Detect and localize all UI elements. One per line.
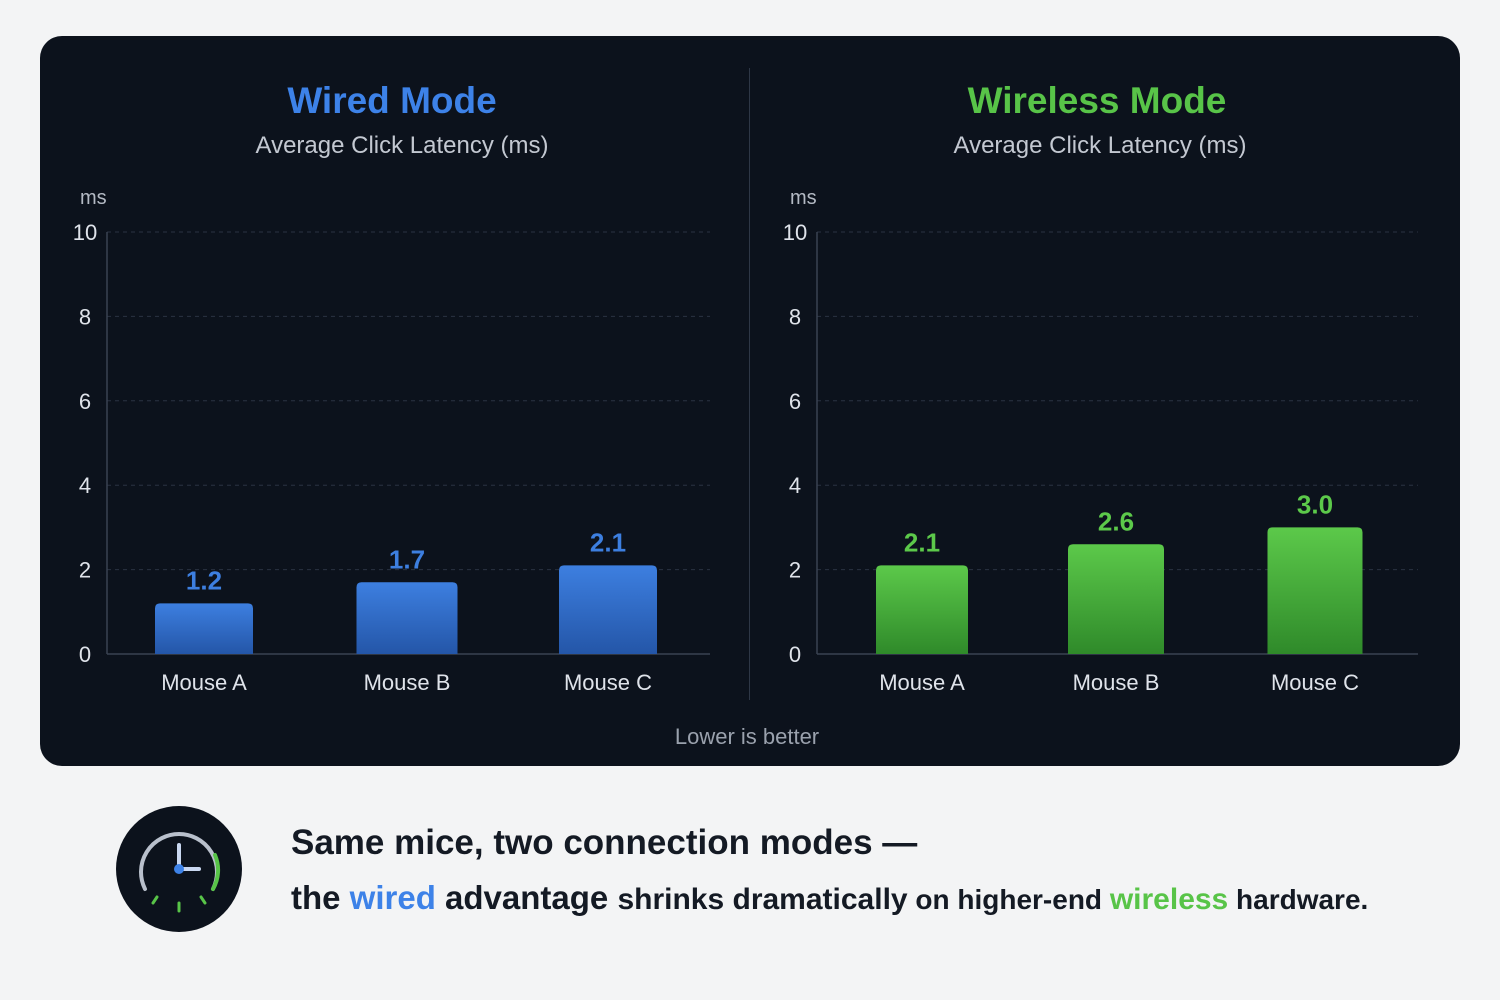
- wireless-bar: [876, 565, 968, 654]
- wired-y-axis-label: ms: [80, 187, 107, 209]
- wireless-bar: [1267, 527, 1363, 654]
- wireless-chart-title: Wireless Mode: [967, 80, 1227, 121]
- wireless-y-axis-label: ms: [790, 187, 817, 209]
- wired-x-tick-label: Mouse B: [364, 670, 451, 695]
- charts-canvas: ms 0 2 4 6 8 10 1.2 Mouse A 1.7 Mouse B 2.1 Mouse C m…: [73, 187, 1418, 695]
- wired-x-tick-label: Mouse C: [564, 670, 652, 695]
- wired-x-tick-label: Mouse A: [161, 670, 247, 695]
- wireless-x-tick-label: Mouse A: [879, 670, 965, 695]
- wired-bar: [559, 565, 657, 654]
- footnote: Lower is better: [674, 724, 820, 749]
- wireless-y-tick-label: 0: [789, 642, 801, 667]
- wired-y-tick-label: 0: [79, 642, 91, 667]
- summary-tagline: the wired advantage shrinks dramatically…: [291, 879, 1368, 917]
- summary-section: Same mice, two connection modes — the wi…: [115, 805, 1415, 945]
- wired-bar-value-label: 1.7: [389, 544, 425, 574]
- wireless-x-tick-label: Mouse B: [1073, 670, 1160, 695]
- wireless-bar: [1068, 544, 1164, 654]
- tagline-wired: wired: [349, 879, 436, 916]
- wired-bar: [356, 582, 458, 654]
- wired-bar-value-label: 1.2: [186, 565, 222, 595]
- wireless-x-tick-label: Mouse C: [1271, 670, 1359, 695]
- wired-y-tick-label: 4: [79, 473, 91, 498]
- stopwatch-icon: [116, 806, 242, 932]
- wired-y-tick-label: 10: [73, 220, 97, 245]
- wired-y-tick-label: 2: [79, 558, 91, 583]
- wired-y-tick-label: 8: [79, 304, 91, 329]
- wireless-y-tick-label: 10: [783, 220, 807, 245]
- tagline-part-4: on higher-end: [907, 884, 1110, 915]
- tagline-part-5: hardware.: [1228, 884, 1369, 915]
- wireless-y-tick-label: 6: [789, 389, 801, 414]
- tagline-part-3: shrinks dramatically: [617, 883, 908, 916]
- wired-bar: [155, 603, 253, 654]
- wired-bar-value-label: 2.1: [590, 527, 626, 557]
- wireless-y-tick-label: 8: [789, 304, 801, 329]
- wired-y-tick-label: 6: [79, 389, 91, 414]
- tagline-part-1: the: [291, 879, 350, 916]
- wireless-y-tick-label: 2: [789, 558, 801, 583]
- chart-divider: [749, 68, 750, 700]
- wireless-y-tick-label: 4: [789, 473, 801, 498]
- wireless-bar-value-label: 2.6: [1098, 506, 1134, 536]
- tagline-part-2: advantage: [435, 879, 618, 916]
- wireless-chart-subtitle: Average Click Latency (ms): [953, 132, 1247, 159]
- wired-chart-subtitle: Average Click Latency (ms): [255, 132, 549, 159]
- chart-panel: ms 0 2 4 6 8 10 1.2 Mouse A 1.7 Mouse B 2.1 Mouse C m…: [40, 36, 1460, 766]
- tagline-wireless: wireless: [1109, 883, 1229, 916]
- summary-headline: Same mice, two connection modes —: [291, 823, 918, 862]
- wired-chart-title: Wired Mode: [287, 80, 497, 121]
- wireless-bar-value-label: 3.0: [1297, 489, 1333, 519]
- wireless-bar-value-label: 2.1: [904, 527, 940, 557]
